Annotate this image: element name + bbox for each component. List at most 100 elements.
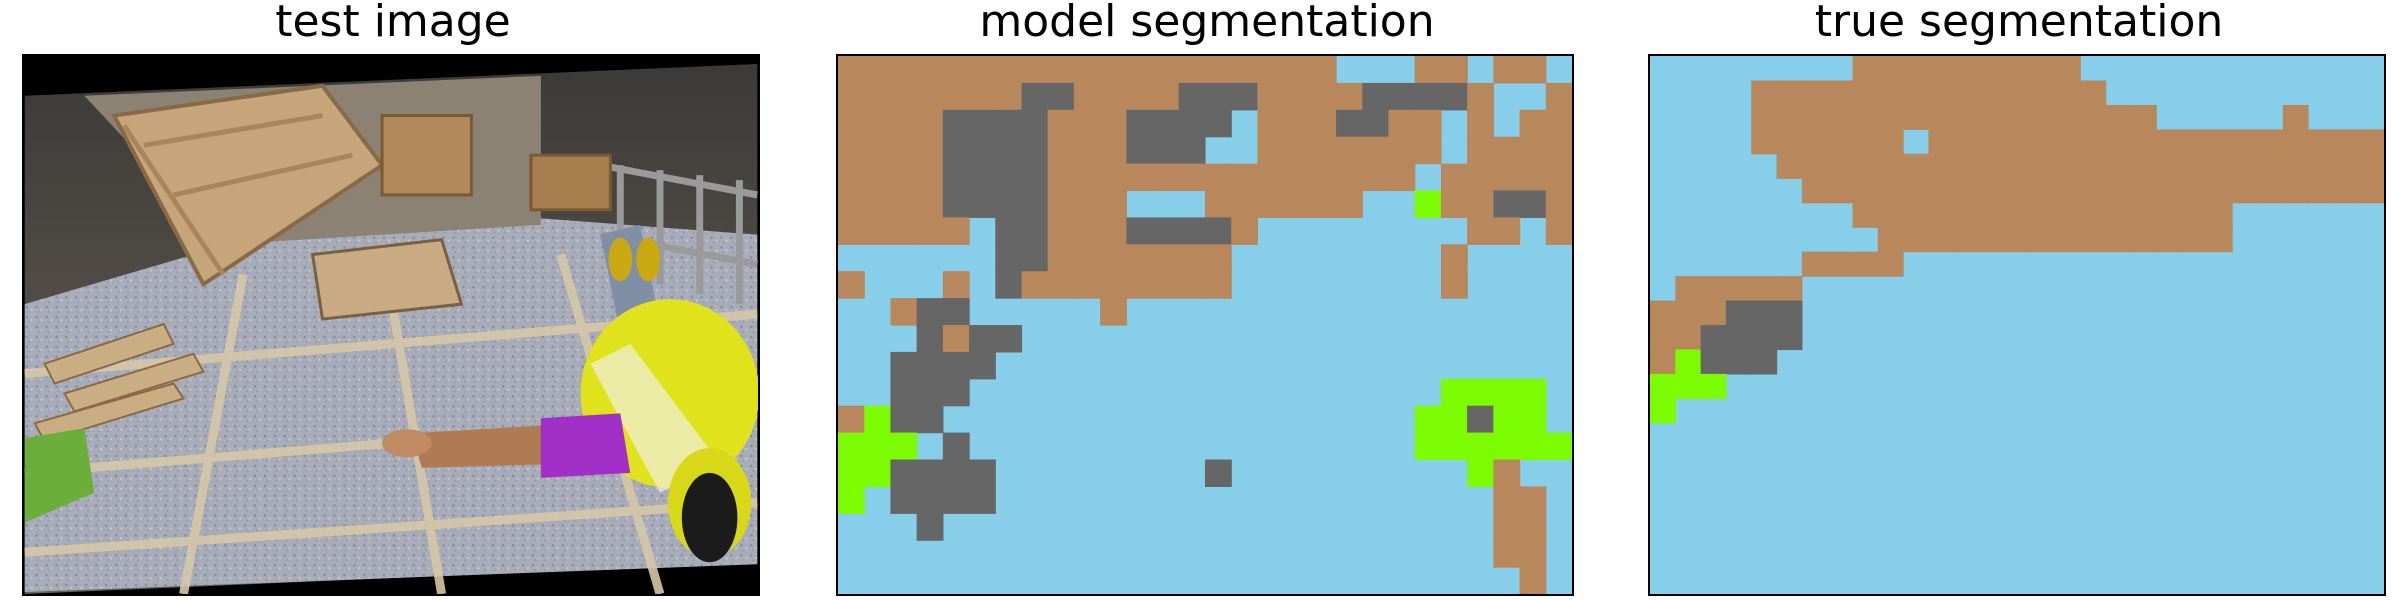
true-segmentation-cell bbox=[1801, 104, 1828, 130]
model-segmentation-cell bbox=[1073, 82, 1101, 111]
model-segmentation-cell bbox=[1388, 163, 1416, 192]
true-segmentation-cell bbox=[2105, 153, 2132, 179]
true-segmentation-cell bbox=[1675, 300, 1702, 326]
true-segmentation-cell bbox=[1979, 104, 2005, 130]
model-segmentation-cell bbox=[1047, 190, 1075, 218]
model-segmentation-cell bbox=[1545, 163, 1572, 192]
true-segmentation-cell bbox=[2130, 202, 2157, 228]
true-segmentation-cell bbox=[1928, 56, 1955, 82]
model-segmentation-cell bbox=[1440, 271, 1468, 299]
model-segmentation-cell bbox=[1493, 163, 1521, 192]
true-segmentation-cell bbox=[2130, 104, 2157, 130]
true-segmentation-cell bbox=[1852, 251, 1879, 277]
true-segmentation-cell bbox=[1650, 300, 1676, 326]
test-image-title: test image bbox=[275, 0, 511, 47]
model-segmentation-cell bbox=[942, 459, 970, 487]
true-segmentation-cell bbox=[1903, 56, 1930, 82]
true-segmentation-cell bbox=[2358, 178, 2384, 204]
model-segmentation-cell bbox=[1178, 163, 1206, 192]
model-segmentation-cell bbox=[969, 486, 996, 514]
true-segmentation-cell bbox=[1751, 300, 1778, 326]
model-segmentation-cell bbox=[1467, 190, 1494, 218]
model-segmentation-cell bbox=[1047, 217, 1075, 245]
model-segmentation-cell bbox=[1414, 432, 1442, 461]
model-segmentation-cell bbox=[890, 459, 918, 487]
true-segmentation-cell bbox=[1650, 349, 1676, 375]
model-segmentation-cell bbox=[916, 325, 944, 353]
true-segmentation-cell bbox=[1979, 56, 2005, 82]
model-segmentation-cell bbox=[1545, 217, 1572, 245]
model-segmentation-cell bbox=[1440, 244, 1468, 272]
model-segmentation-cell bbox=[1414, 56, 1442, 84]
model-segmentation-cell bbox=[1257, 190, 1285, 218]
true-segmentation-cell bbox=[2054, 178, 2081, 204]
model-segmentation-cell bbox=[838, 109, 865, 138]
true-segmentation-cell bbox=[1751, 80, 1778, 106]
model-segmentation-cell bbox=[1100, 298, 1127, 326]
model-segmentation-cell bbox=[1493, 217, 1521, 245]
model-segmentation-cell bbox=[1178, 244, 1206, 272]
model-segmentation-cell bbox=[1100, 56, 1127, 84]
model-segmentation-cell bbox=[942, 56, 970, 84]
model-segmentation-cell bbox=[1283, 56, 1311, 84]
model-segmentation-cell bbox=[1493, 540, 1521, 568]
true-segmentation-cell bbox=[2156, 227, 2183, 253]
true-segmentation-cell bbox=[2029, 202, 2056, 228]
model-segmentation-cell bbox=[1283, 190, 1311, 218]
true-segmentation-cell bbox=[1776, 300, 1803, 326]
model-segmentation-cell bbox=[1152, 136, 1180, 165]
model-segmentation-cell bbox=[1100, 190, 1127, 218]
model-segmentation-cell bbox=[1205, 271, 1232, 299]
true-segmentation-cell bbox=[1827, 129, 1854, 155]
model-segmentation-cell bbox=[1493, 459, 1521, 487]
model-segmentation-cell bbox=[942, 109, 970, 138]
true-segmentation-cell bbox=[2054, 129, 2081, 155]
model-segmentation-cell bbox=[1126, 271, 1154, 299]
model-segmentation-cell bbox=[1440, 405, 1468, 434]
model-segmentation-cell bbox=[1047, 109, 1075, 138]
true-segmentation-cell bbox=[2054, 202, 2081, 228]
model-segmentation-cell bbox=[1073, 271, 1101, 299]
model-segmentation-cell bbox=[942, 378, 970, 407]
model-segmentation-cell bbox=[916, 405, 944, 434]
true-segmentation-cell bbox=[1903, 104, 1930, 130]
model-segmentation-cell bbox=[1205, 190, 1232, 218]
true-segmentation-cell bbox=[2308, 153, 2334, 179]
model-segmentation-cell bbox=[969, 163, 996, 192]
model-segmentation-cell bbox=[1021, 217, 1049, 245]
model-segmentation-cell bbox=[1519, 486, 1547, 514]
model-segmentation-cell bbox=[1021, 136, 1049, 165]
model-segmentation-cell bbox=[969, 459, 996, 487]
true-segmentation-cell bbox=[1953, 202, 1980, 228]
model-segmentation-cell bbox=[838, 190, 865, 218]
true-segmentation-cell bbox=[2004, 56, 2031, 82]
model-segmentation-cell bbox=[995, 163, 1023, 192]
true-segmentation-cell bbox=[1903, 178, 1930, 204]
model-segmentation-cell bbox=[1414, 82, 1442, 111]
model-segmentation-cell bbox=[1257, 82, 1285, 111]
true-segmentation-cell bbox=[2206, 129, 2233, 155]
model-segmentation-cell bbox=[1205, 163, 1232, 192]
model-segmentation-cell bbox=[1100, 82, 1127, 111]
model-segmentation-cell bbox=[1047, 82, 1075, 111]
true-segmentation-cell bbox=[1953, 227, 1980, 253]
true-segmentation-cell bbox=[1979, 129, 2005, 155]
model-segmentation-cell bbox=[864, 217, 892, 245]
true-segmentation-cell bbox=[1650, 373, 1676, 399]
true-segmentation-cell bbox=[1903, 80, 1930, 106]
model-segmentation-cell bbox=[1047, 136, 1075, 165]
model-segmentation-cell bbox=[1440, 432, 1468, 461]
model-segmentation-cell bbox=[995, 136, 1023, 165]
true-segmentation-cell bbox=[1852, 178, 1879, 204]
model-segmentation-cell bbox=[1205, 217, 1232, 245]
model-segmentation-cell bbox=[1047, 163, 1075, 192]
true-segmentation-cell bbox=[2257, 153, 2284, 179]
model-segmentation-cell bbox=[1362, 109, 1390, 138]
true-segmentation-cell bbox=[2004, 80, 2031, 106]
true-segmentation-cell bbox=[1776, 153, 1803, 179]
true-segmentation-cell bbox=[2232, 129, 2259, 155]
true-segmentation-cell bbox=[2080, 153, 2107, 179]
model-segmentation-cell bbox=[1414, 109, 1442, 138]
model-segmentation-cell bbox=[1309, 163, 1337, 192]
true-segmentation-cell bbox=[2232, 178, 2259, 204]
